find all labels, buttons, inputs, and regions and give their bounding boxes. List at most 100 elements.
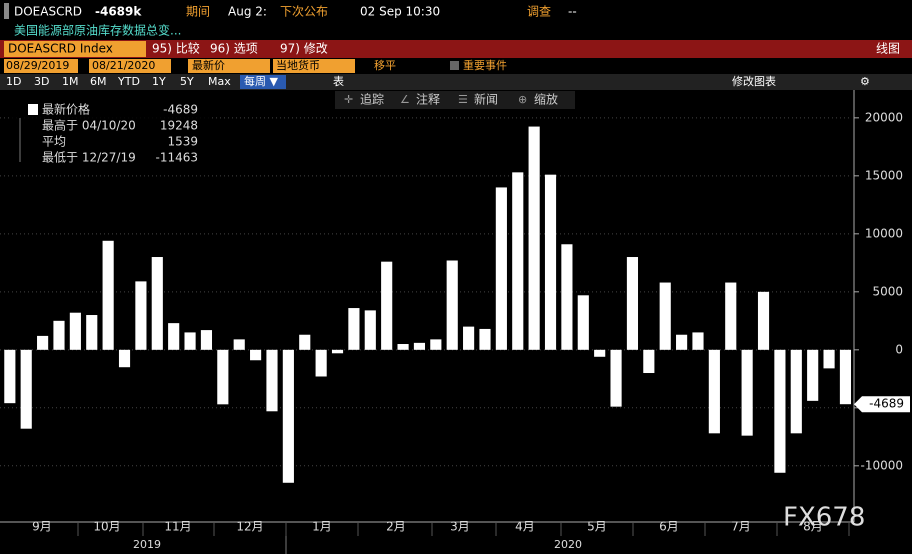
y-tick-label: -10000 xyxy=(860,458,903,472)
x-tick-label: 5月 xyxy=(587,520,607,534)
events[interactable]: 重要事件 xyxy=(463,58,507,72)
x-tick-label: 11月 xyxy=(164,520,191,534)
description: 美国能源部原油库存数据总变... xyxy=(14,23,181,38)
period-button[interactable]: 3D xyxy=(34,75,49,88)
compare[interactable]: 95) 比较 xyxy=(152,41,200,56)
tool-icon[interactable]: ∠ xyxy=(400,93,410,106)
table[interactable]: 表 xyxy=(333,74,344,88)
next: 02 Sep 10:30 xyxy=(360,5,440,19)
bar xyxy=(643,349,655,374)
bar xyxy=(348,308,360,350)
period-button[interactable]: 1Y xyxy=(152,75,166,88)
survey-label: 调查 xyxy=(527,5,551,19)
period-button[interactable]: 6M xyxy=(90,75,107,88)
tool[interactable]: 缩放 xyxy=(534,92,558,107)
bar xyxy=(151,257,163,350)
legend-swatch xyxy=(28,104,38,115)
menu-bar xyxy=(0,40,912,58)
period-button[interactable]: 5Y xyxy=(180,75,194,88)
frequency[interactable]: 每周 ▼ xyxy=(244,74,278,88)
security-box[interactable] xyxy=(4,41,146,57)
edit-chart[interactable]: 修改图表 xyxy=(732,74,776,88)
bar xyxy=(741,349,753,436)
y-tick-label: 20000 xyxy=(865,110,903,124)
stat-value: -4689 xyxy=(163,103,198,117)
bar xyxy=(512,172,524,350)
bar xyxy=(282,349,294,483)
bar xyxy=(233,339,245,350)
period-button[interactable]: 1D xyxy=(6,75,21,88)
ticker: DOEASCRD xyxy=(14,5,82,19)
bar xyxy=(4,349,16,404)
toolbar xyxy=(335,91,575,109)
tool[interactable]: 新闻 xyxy=(474,92,498,107)
bar xyxy=(200,330,213,350)
bar xyxy=(807,349,819,401)
bar xyxy=(266,349,278,412)
bar xyxy=(217,349,229,405)
moving[interactable]: 移平 xyxy=(374,59,396,72)
bar xyxy=(118,349,131,368)
last: -4689k xyxy=(95,5,142,19)
x-tick-label: 8月 xyxy=(803,520,823,534)
bar xyxy=(839,349,852,405)
bar xyxy=(561,244,573,350)
settings[interactable]: ⚙ xyxy=(860,75,870,88)
bar xyxy=(708,349,720,434)
chart-kind[interactable]: 线图 xyxy=(876,42,900,56)
bar xyxy=(446,260,458,350)
stat-label: 最高于 04/10/20 xyxy=(42,118,136,133)
frequency-box[interactable] xyxy=(240,75,286,89)
bar xyxy=(397,344,409,350)
bar xyxy=(135,281,147,350)
x-tick-label: 6月 xyxy=(659,520,679,534)
last-value-label: -4689 xyxy=(869,397,904,411)
bar xyxy=(102,240,114,350)
bar xyxy=(69,312,81,350)
bar xyxy=(430,339,442,350)
start-date[interactable]: 08/29/2019 xyxy=(6,59,69,72)
currency-box[interactable] xyxy=(273,59,355,73)
tool[interactable]: 追踪 xyxy=(360,92,384,107)
bar xyxy=(692,332,704,350)
tool-icon[interactable]: ☰ xyxy=(458,93,468,106)
x-tick-label: 10月 xyxy=(93,520,120,534)
stat-label: 最低于 12/27/19 xyxy=(42,151,136,165)
date-box[interactable] xyxy=(4,59,78,73)
security[interactable]: DOEASCRD Index xyxy=(8,42,113,56)
edit[interactable]: 97) 修改 xyxy=(280,41,328,56)
y-tick-label: 5000 xyxy=(872,284,903,298)
bar xyxy=(37,335,49,350)
last-tag xyxy=(854,396,910,413)
x-tick-label: 1月 xyxy=(312,520,332,534)
bar xyxy=(299,334,311,350)
survey: -- xyxy=(568,5,577,19)
year-label: 2020 xyxy=(554,538,582,551)
period-button[interactable]: Max xyxy=(208,75,231,88)
date-box[interactable] xyxy=(89,59,171,73)
bar xyxy=(20,349,32,429)
tool[interactable]: 注释 xyxy=(416,92,440,107)
bar xyxy=(168,323,180,350)
options[interactable]: 96) 选项 xyxy=(210,42,258,56)
field[interactable]: 最新价 xyxy=(192,58,225,72)
bar xyxy=(331,349,344,354)
stat-label: 最新价格 xyxy=(42,102,90,117)
end-date[interactable]: 08/21/2020 xyxy=(92,59,155,72)
period-button[interactable]: YTD xyxy=(117,75,140,88)
period-buttons: 1D 3D 1M 6M YTD 1Y 5Y Max xyxy=(6,75,231,88)
tool-icon[interactable]: ✛ xyxy=(344,93,353,106)
bar xyxy=(610,349,622,407)
stat-value: 19248 xyxy=(160,119,198,133)
bar xyxy=(790,349,802,434)
bar xyxy=(823,349,835,369)
bar xyxy=(463,326,475,350)
tool-icon[interactable]: ⊕ xyxy=(518,93,527,106)
field-box[interactable] xyxy=(188,59,270,73)
currency[interactable]: 当地货币 xyxy=(276,58,320,72)
bar xyxy=(577,295,589,350)
bar xyxy=(528,126,540,350)
checkbox[interactable] xyxy=(450,61,459,70)
period-button[interactable]: 1M xyxy=(62,75,79,88)
bar xyxy=(594,349,606,357)
